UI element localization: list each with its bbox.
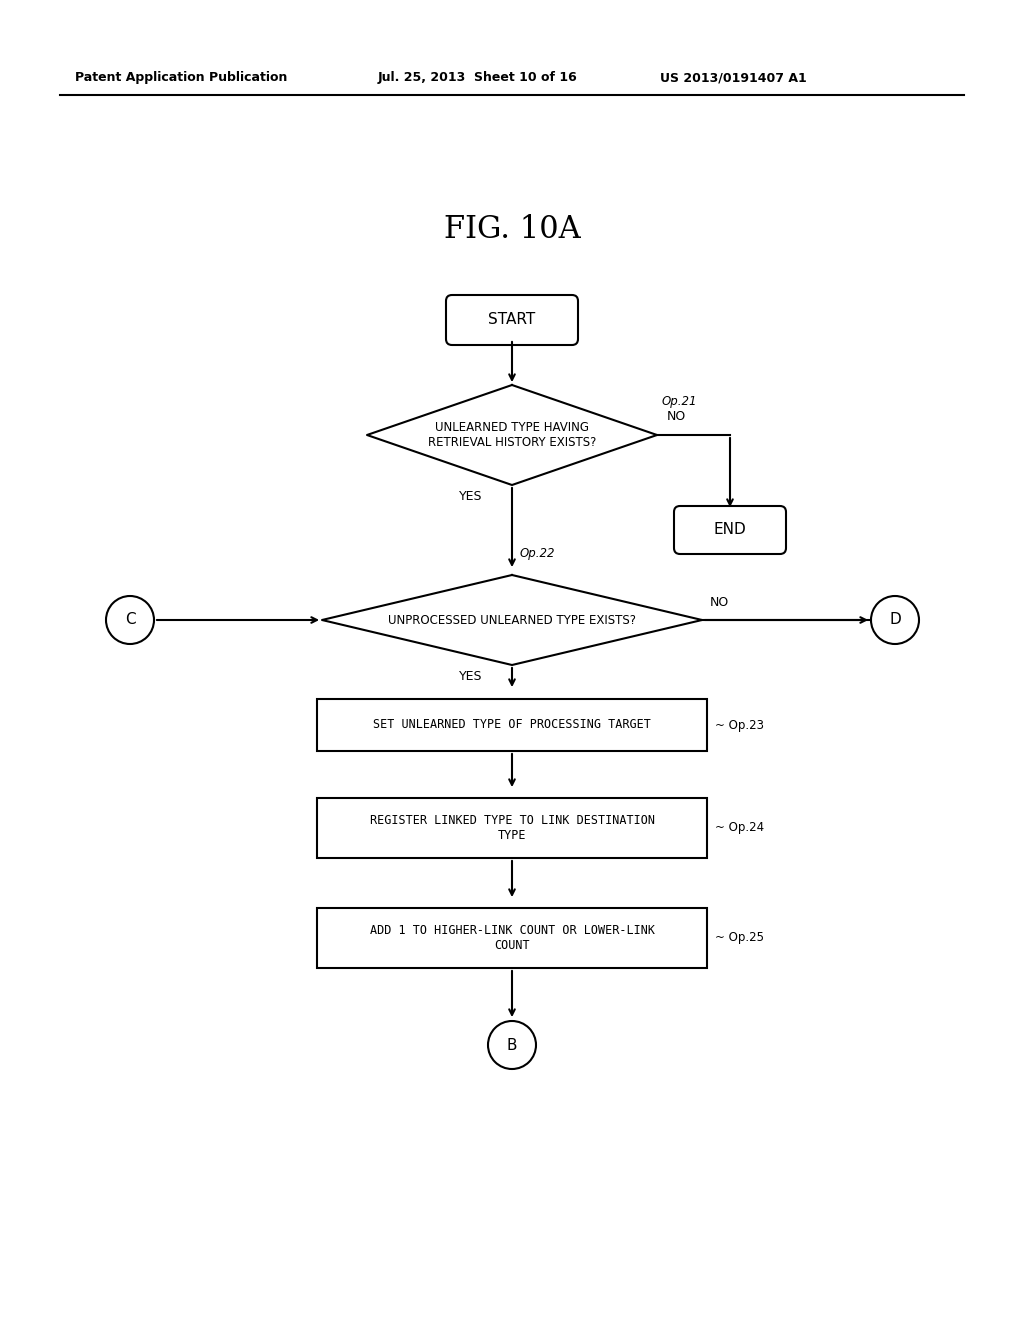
Text: YES: YES <box>459 671 482 682</box>
Text: UNLEARNED TYPE HAVING
RETRIEVAL HISTORY EXISTS?: UNLEARNED TYPE HAVING RETRIEVAL HISTORY … <box>428 421 596 449</box>
Text: START: START <box>488 313 536 327</box>
Text: NO: NO <box>667 411 686 424</box>
Circle shape <box>106 597 154 644</box>
Text: D: D <box>889 612 901 627</box>
Text: NO: NO <box>710 595 729 609</box>
Text: REGISTER LINKED TYPE TO LINK DESTINATION
TYPE: REGISTER LINKED TYPE TO LINK DESTINATION… <box>370 814 654 842</box>
Text: UNPROCESSED UNLEARNED TYPE EXISTS?: UNPROCESSED UNLEARNED TYPE EXISTS? <box>388 614 636 627</box>
Text: B: B <box>507 1038 517 1052</box>
Text: ADD 1 TO HIGHER-LINK COUNT OR LOWER-LINK
COUNT: ADD 1 TO HIGHER-LINK COUNT OR LOWER-LINK… <box>370 924 654 952</box>
Text: Jul. 25, 2013  Sheet 10 of 16: Jul. 25, 2013 Sheet 10 of 16 <box>378 71 578 84</box>
Text: Patent Application Publication: Patent Application Publication <box>75 71 288 84</box>
Text: Op.21: Op.21 <box>662 395 697 408</box>
Polygon shape <box>367 385 657 484</box>
Circle shape <box>871 597 919 644</box>
Text: C: C <box>125 612 135 627</box>
Text: US 2013/0191407 A1: US 2013/0191407 A1 <box>660 71 807 84</box>
Text: ~ Op.25: ~ Op.25 <box>715 932 764 945</box>
Text: ~ Op.23: ~ Op.23 <box>715 718 764 731</box>
Text: END: END <box>714 523 746 537</box>
Text: ~ Op.24: ~ Op.24 <box>715 821 764 834</box>
Bar <box>317 799 707 858</box>
FancyBboxPatch shape <box>446 294 578 345</box>
Text: Op.22: Op.22 <box>520 546 555 560</box>
Text: SET UNLEARNED TYPE OF PROCESSING TARGET: SET UNLEARNED TYPE OF PROCESSING TARGET <box>373 718 651 731</box>
Bar <box>317 908 707 968</box>
Circle shape <box>488 1020 536 1069</box>
Bar <box>317 700 707 751</box>
FancyBboxPatch shape <box>674 506 786 554</box>
Text: FIG. 10A: FIG. 10A <box>443 214 581 246</box>
Text: YES: YES <box>459 490 482 503</box>
Polygon shape <box>322 576 702 665</box>
